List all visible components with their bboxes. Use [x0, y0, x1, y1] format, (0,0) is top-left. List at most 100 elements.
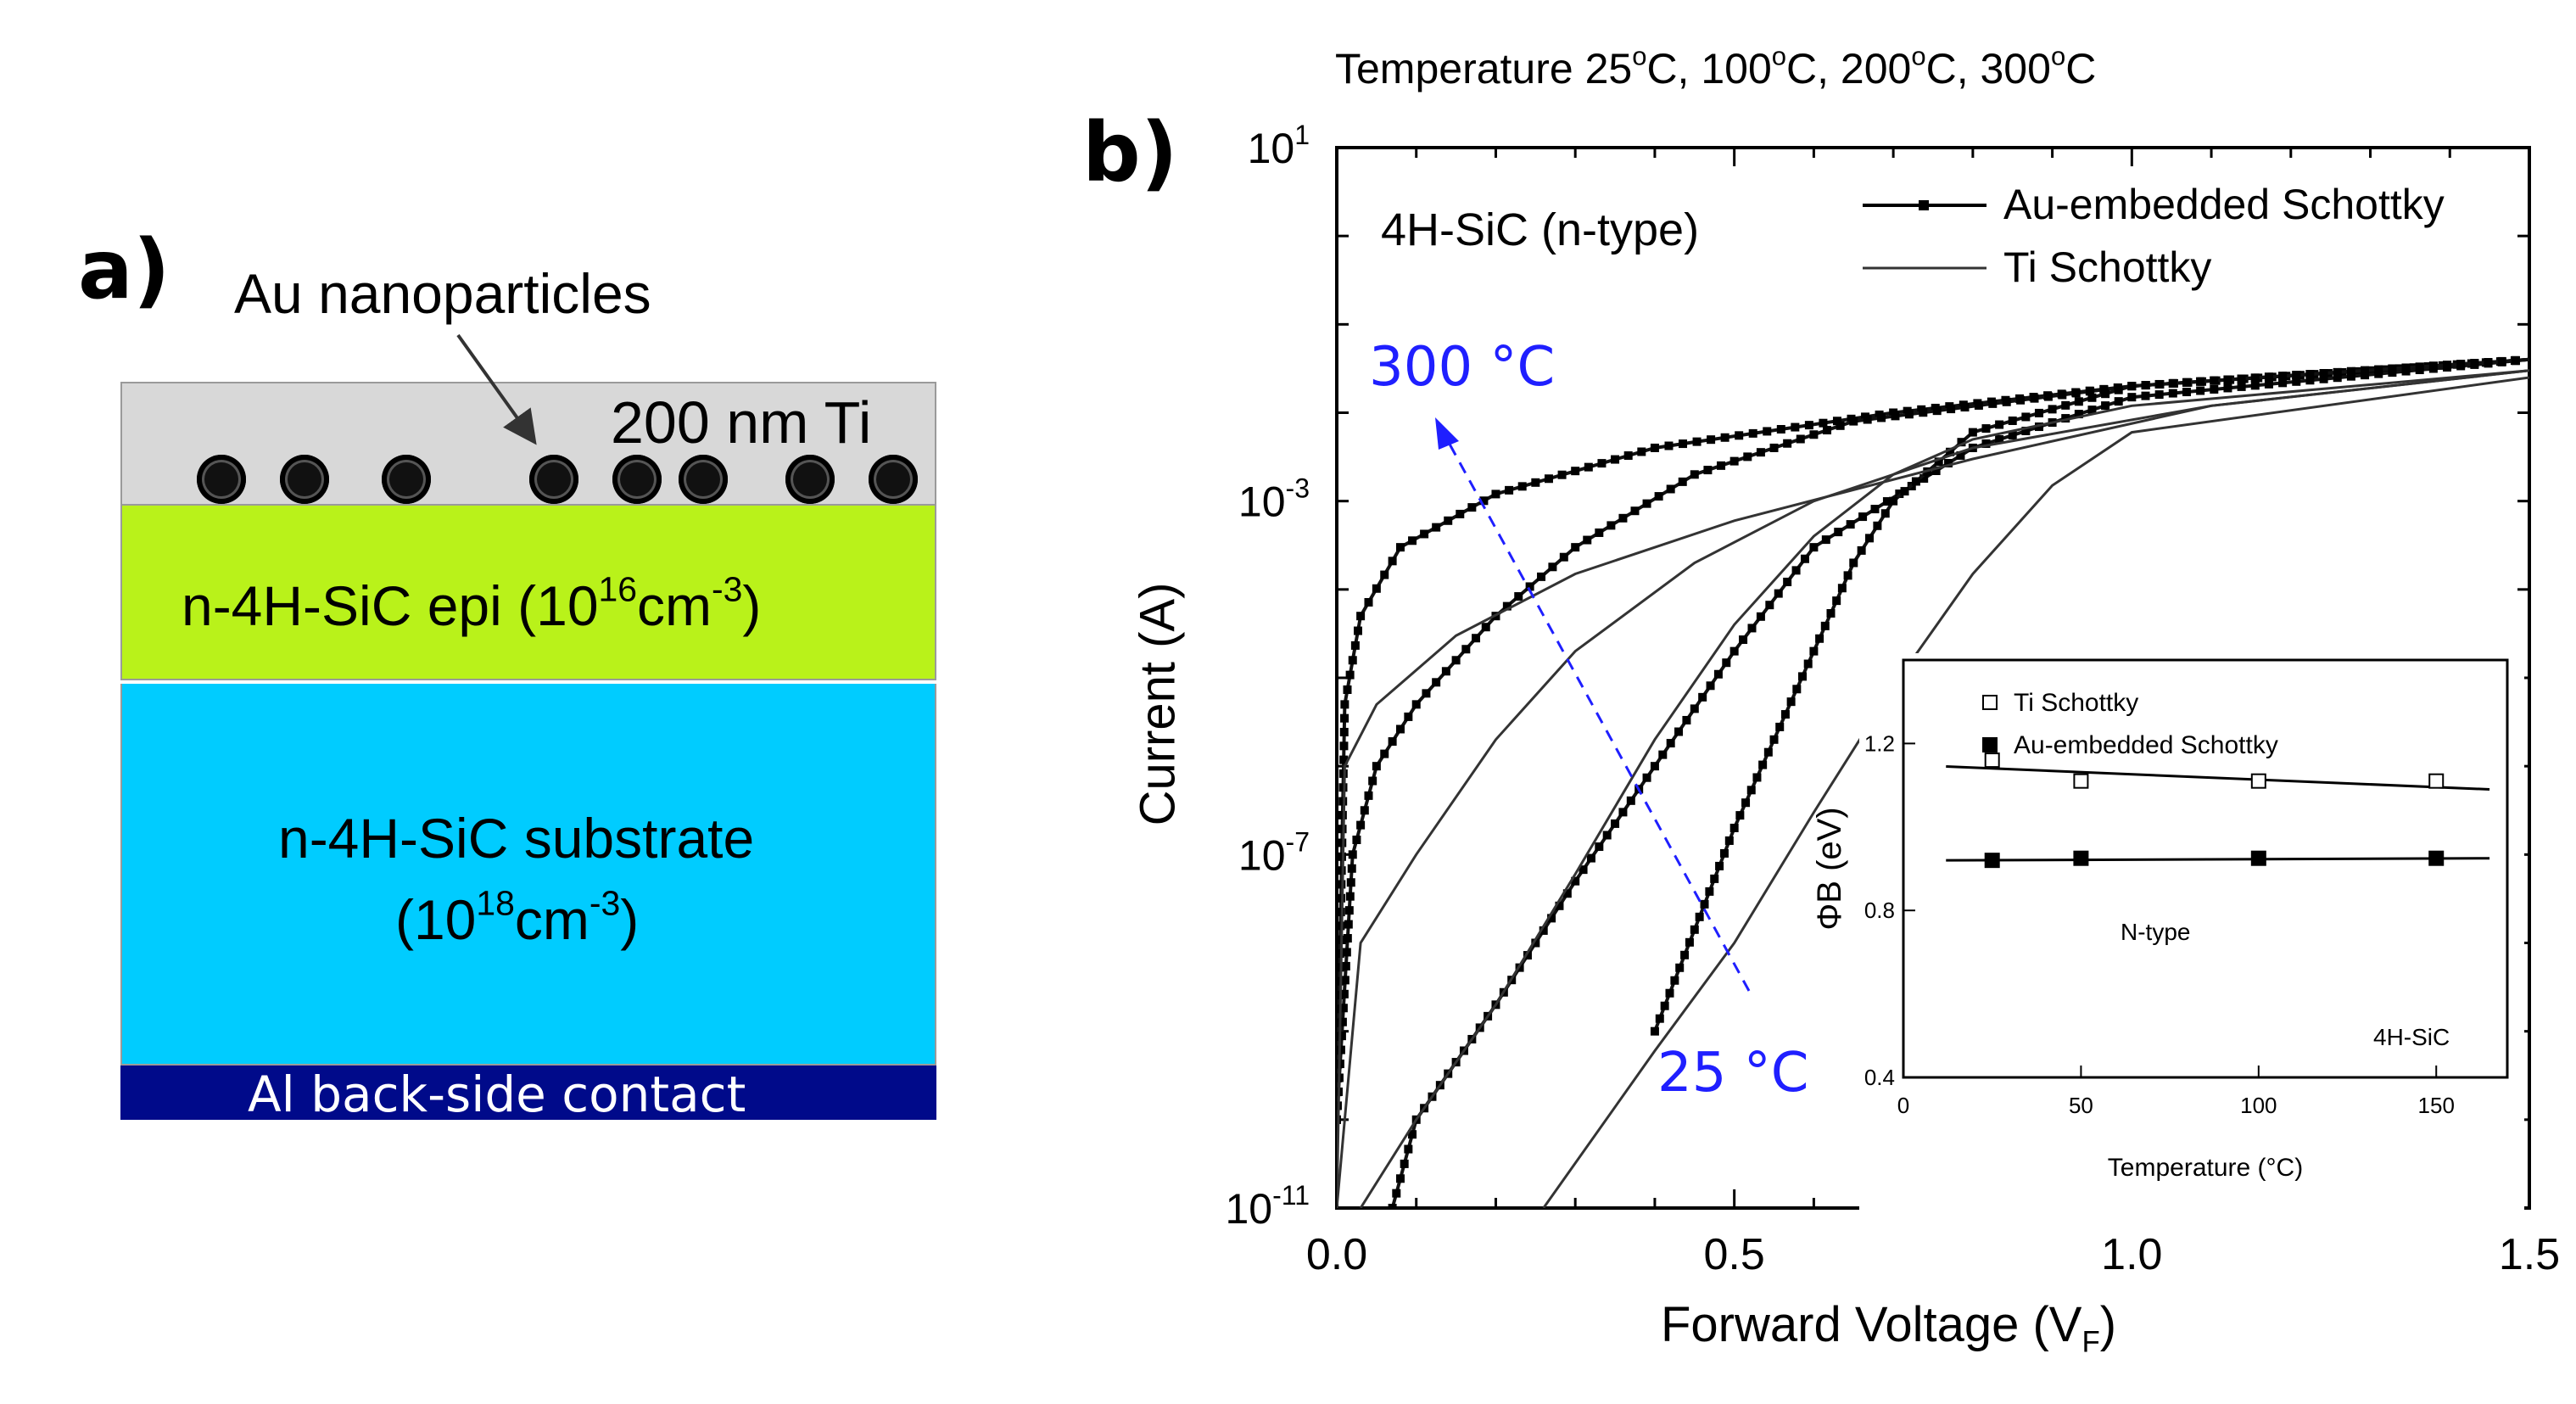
au-schottky-point — [1873, 521, 1882, 530]
au-schottky-point — [2071, 389, 2081, 398]
au-schottky-point — [1432, 523, 1441, 532]
au-schottky-point — [1741, 798, 1751, 808]
inset-au-point — [1984, 853, 2000, 869]
au-schottky-point — [1843, 571, 1852, 580]
au-schottky-point — [1372, 584, 1381, 593]
au-schottky-point — [1752, 773, 1762, 782]
legend-ti-label: Ti Schottky — [2003, 243, 2211, 291]
au-schottky-point — [2087, 406, 2097, 415]
au-schottky-point — [2034, 422, 2043, 432]
inset-x-tick-label: 100 — [2240, 1093, 2277, 1118]
au-schottky-point — [1337, 866, 1346, 875]
au-nanoparticles-label: Au nanoparticles — [234, 262, 651, 325]
au-schottky-point — [1863, 415, 1872, 424]
au-schottky-point — [1849, 558, 1858, 568]
au-schottky-point — [1944, 458, 1953, 467]
au-schottky-point — [1467, 503, 1477, 512]
hot-temperature-label: 300 °C — [1369, 336, 1556, 399]
au-schottky-point — [1650, 1026, 1659, 1036]
au-schottky-point — [1637, 447, 1646, 456]
epi-suffix: ) — [742, 574, 762, 637]
au-schottky-point — [1960, 403, 1970, 412]
ti-schottky-line — [1337, 369, 2529, 1208]
au-schottky-point — [1889, 496, 1898, 506]
au-schottky-point — [1809, 543, 1819, 552]
substrate-layer — [120, 684, 936, 1066]
au-schottky-point — [1904, 410, 1914, 419]
au-schottky-point — [1630, 506, 1640, 516]
au-nanoparticle — [382, 455, 431, 504]
au-schottky-point — [1819, 418, 1828, 428]
au-schottky-point — [1849, 417, 1858, 426]
au-nanoparticle — [679, 455, 728, 504]
au-schottky-point — [2008, 431, 2017, 440]
x-tick-label: 0.5 — [1704, 1230, 1765, 1279]
inset-annotation-ntype: N-type — [2121, 919, 2190, 945]
au-schottky-point — [1400, 1159, 1409, 1168]
cold-temperature-label: 25 °C — [1657, 1042, 1809, 1105]
au-schottky-point — [1559, 552, 1568, 562]
au-schottky-point — [1539, 926, 1548, 935]
au-schottky-point — [1337, 1045, 1345, 1054]
inset-annotation-material: 4H-SiC — [2373, 1024, 2450, 1050]
au-schottky-point — [1338, 1017, 1347, 1026]
au-schottky-point — [1392, 1189, 1401, 1198]
au-schottky-point — [2101, 389, 2110, 399]
au-schottky-point — [1602, 831, 1612, 840]
au-schottky-point — [1372, 762, 1381, 771]
au-schottky-point — [1880, 509, 1890, 518]
au-schottky-point — [1395, 543, 1405, 552]
au-schottky-point — [1380, 749, 1389, 758]
degree-o: o — [1632, 41, 1647, 71]
au-schottky-point — [1337, 880, 1346, 889]
au-schottky-point — [1337, 1115, 1341, 1124]
au-schottky-point — [1832, 596, 1841, 606]
au-schottky-point — [1337, 908, 1345, 917]
au-schottky-point — [1774, 589, 1783, 598]
sub-suffix: ) — [620, 888, 640, 951]
au-schottky-point — [2415, 362, 2424, 372]
au-schottky-point — [1747, 624, 1757, 633]
inset-ti-point — [2428, 773, 2445, 789]
au-schottky-point — [1803, 659, 1813, 668]
ti-layer-label: 200 nm Ti — [611, 389, 872, 456]
xlabel-main: Forward Voltage (V — [1661, 1297, 2082, 1352]
au-schottky-point — [1690, 470, 1699, 479]
au-schottky-point — [1858, 512, 1868, 522]
temperature-arrow — [1445, 439, 1751, 992]
au-schottky-point — [2264, 379, 2273, 389]
au-schottky-point — [2374, 365, 2383, 374]
au-schottky-point — [1700, 899, 1709, 909]
au-schottky-point — [1339, 727, 1349, 736]
au-schottky-point — [1531, 938, 1540, 948]
inset-fit-line — [1946, 764, 2490, 791]
au-schottky-point — [2182, 388, 2191, 397]
au-schottky-point — [2210, 376, 2219, 385]
au-schottky-point — [1743, 452, 1752, 461]
au-schottky-point — [1505, 485, 1514, 495]
au-schottky-point — [1763, 747, 1773, 757]
au-schottky-point — [1348, 656, 1357, 665]
au-schottky-point — [1680, 950, 1690, 959]
au-schottky-point — [1586, 853, 1595, 863]
au-schottky-point — [1911, 477, 1920, 486]
au-schottky-point — [2021, 412, 2031, 422]
au-schottky-point — [1337, 1032, 1346, 1041]
au-pointer-arrow — [456, 333, 537, 445]
temp-title-part2: C, 100 — [1646, 45, 1772, 92]
inset-ylabel: ΦB (eV) — [1811, 807, 1848, 930]
au-schottky-point — [1491, 489, 1500, 499]
au-schottky-point — [1618, 808, 1628, 817]
au-schottky-point — [1815, 634, 1824, 643]
au-schottky-point — [1623, 451, 1633, 461]
au-schottky-point — [1579, 865, 1588, 875]
au-schottky-point — [1337, 935, 1345, 944]
epi-layer-label: n-4H-SiC epi (1016cm-3) — [182, 572, 762, 638]
au-schottky-point — [1531, 478, 1540, 487]
au-schottky-point — [2346, 372, 2355, 381]
au-schottky-point — [1775, 722, 1785, 731]
au-schottky-point — [1626, 796, 1635, 805]
temp-title-part5: C — [2065, 45, 2097, 92]
substrate-label-line2: (1018cm-3) — [395, 886, 640, 952]
au-schottky-point — [2008, 416, 2017, 425]
